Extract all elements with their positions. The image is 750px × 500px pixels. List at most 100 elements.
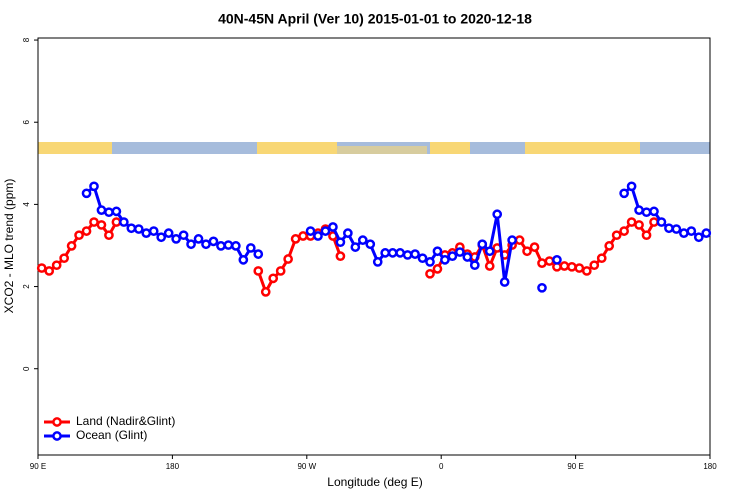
data-point [469,260,480,271]
data-point [89,181,99,192]
data-point [74,230,84,241]
data-point [119,217,129,227]
data-point [649,206,659,217]
data-point [320,226,331,236]
data-point [186,239,196,250]
data-point [619,188,629,199]
data-point [402,250,413,260]
data-point [89,217,99,227]
data-point [111,217,122,227]
data-point [104,207,114,218]
data-point [567,261,577,272]
data-point [290,234,301,244]
data-point [432,264,443,274]
x-tick-label: 90 W [297,462,316,471]
data-point [365,239,376,250]
data-point [268,273,279,284]
land-ocean-strip [38,142,710,154]
plot-frame [37,37,711,456]
data-point [111,206,122,217]
data-point [51,260,62,271]
data-point [484,246,495,257]
data-point [686,226,697,236]
data-point [432,246,443,257]
data-point [335,237,346,248]
x-tick-label: 90 E [30,462,46,471]
data-point [417,253,428,264]
y-tick-label: 4 [22,202,31,207]
land-band [525,142,640,154]
data-point [701,228,712,238]
data-point [283,254,293,264]
data-point [275,266,286,276]
data-point [36,263,47,273]
data-point [208,236,219,247]
y-tick-label: 6 [22,119,31,124]
data-point [178,230,189,241]
data-point [238,255,249,265]
data-point [596,253,607,264]
chart-title: 40N-45N April (Ver 10) 2015-01-01 to 202… [218,11,532,27]
data-point [328,222,338,232]
data-point [589,260,600,271]
data-point [171,234,181,244]
data-point [507,235,517,245]
data-point [634,220,644,230]
data-point [66,241,77,251]
data-point [693,232,704,243]
data-point [492,209,503,220]
data-point [81,188,92,199]
data-point [522,246,532,257]
data-point [335,251,346,262]
data-point [484,261,495,271]
x-axis-label: Longitude (deg E) [327,475,422,489]
y-tick-label: 2 [22,284,31,289]
legend-label: Land (Nadir&Glint) [76,414,175,428]
data-point [81,226,92,236]
data-point [664,223,674,234]
data-point [514,235,525,245]
data-point [231,241,241,251]
data-point [59,253,69,264]
data-point [537,258,547,268]
data-point [201,239,211,250]
data-point [649,217,659,227]
data-point [357,235,368,245]
data-point [260,287,271,297]
data-point [298,231,308,241]
data-point [223,240,234,250]
data-point [656,217,667,227]
data-point [626,217,637,227]
data-point [44,266,55,276]
data-point [305,226,316,236]
data-point [380,248,391,258]
legend-marker [52,417,62,427]
data-point [671,224,682,234]
data-point [425,257,435,267]
data-point [529,242,540,252]
data-point [313,231,323,241]
land-band [430,142,470,154]
x-tick-label: 0 [439,462,444,471]
data-point [245,243,256,253]
data-point [141,228,152,238]
data-point [440,255,450,265]
data-point [133,224,144,234]
data-point [641,207,652,218]
data-point [537,282,547,293]
land-band [257,142,337,154]
data-point [193,234,204,244]
x-tick-label: 180 [703,462,717,471]
y-tick-label: 0 [22,366,31,371]
data-point [611,230,622,241]
land-band [337,146,427,154]
data-point [574,263,585,273]
x-tick-label: 180 [166,462,180,471]
data-point [216,241,226,251]
data-point [641,230,652,241]
data-point [679,228,689,238]
data-point [96,205,107,215]
data-point [350,242,361,252]
